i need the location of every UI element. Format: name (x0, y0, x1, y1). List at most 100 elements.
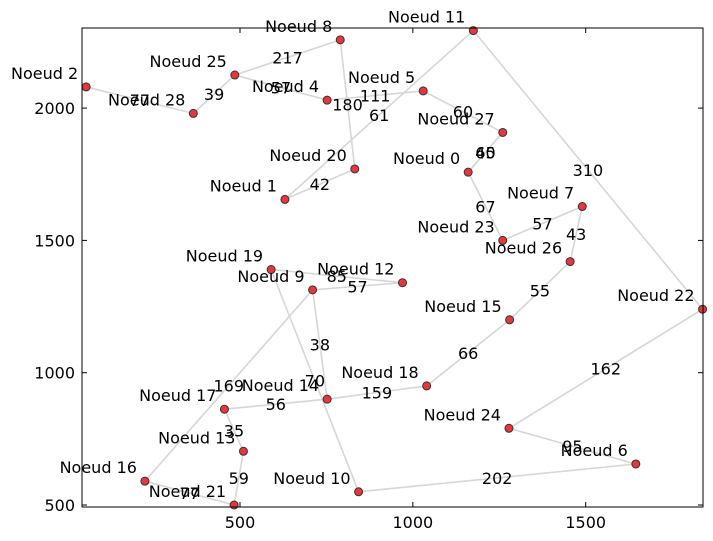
node-label-n10: Noeud 10 (273, 469, 350, 488)
edge-n23-n7 (502, 205, 583, 242)
node-point-n21 (229, 500, 239, 510)
node-point-n12 (397, 278, 407, 288)
node-point-n27 (498, 127, 508, 137)
node-point-n5 (418, 86, 428, 96)
node-label-n26: Noeud 26 (485, 239, 562, 258)
node-label-n17: Noeud 17 (139, 386, 216, 405)
edge-weight-label: 111 (360, 87, 391, 106)
node-label-n16: Noeud 16 (60, 458, 137, 477)
edge-weight-label: 85 (327, 267, 347, 286)
edge-weight-label: 57 (532, 214, 552, 233)
node-point-n24 (504, 423, 514, 433)
edge-weight-label: 77 (179, 484, 199, 503)
edge-layer (85, 29, 704, 506)
node-point-n7 (577, 202, 587, 212)
edge-weight-label: 66 (458, 344, 478, 363)
edge-weight-label: 159 (362, 384, 393, 403)
edge-weight-label: 38 (310, 336, 330, 355)
edge-weight-label: 55 (530, 282, 550, 301)
node-point-n28 (188, 108, 198, 118)
node-label-n20: Noeud 20 (269, 146, 346, 165)
node-label-n1: Noeud 1 (210, 176, 277, 195)
edge-weight-label: 202 (482, 469, 513, 488)
edge-n27-n0 (467, 131, 504, 173)
node-label-n12: Noeud 12 (317, 260, 394, 279)
node-label-n5: Noeud 5 (348, 68, 415, 87)
axes-layer: 500 1000 1500 500 1000 1500 2000 (34, 28, 703, 532)
node-label-n25: Noeud 25 (149, 52, 226, 71)
node-label-n18: Noeud 18 (341, 363, 418, 382)
edge-weight-label: 60 (475, 143, 495, 162)
node-label-n11: Noeud 11 (388, 8, 465, 27)
edge-weight-label: 35 (224, 421, 244, 440)
edge-n9-n16 (144, 289, 314, 482)
node-point-n23 (498, 235, 508, 245)
edge-n14-n17 (224, 398, 328, 411)
edge-weight-label: 43 (566, 225, 586, 244)
edge-weight-label: 56 (266, 395, 286, 414)
edge-n16-n21 (144, 480, 235, 506)
node-label-n2: Noeud 2 (11, 64, 78, 83)
node-point-n26 (565, 257, 575, 267)
y-tick-label: 1000 (34, 364, 75, 383)
node-layer (81, 26, 708, 510)
edge-weight-label: 310 (573, 161, 604, 180)
y-tick-label: 1500 (34, 231, 75, 250)
edge-n0-n23 (467, 171, 504, 241)
node-label-n0: Noeud 0 (393, 149, 460, 168)
node-point-n4 (322, 95, 332, 105)
node-point-n17 (219, 404, 229, 414)
edge-n9-n12 (312, 281, 403, 291)
node-point-n13 (238, 446, 248, 456)
node-point-n8 (335, 35, 345, 45)
node-point-n25 (230, 70, 240, 80)
node-point-n0 (463, 167, 473, 177)
edge-weight-label: 42 (310, 175, 330, 194)
edge-n7-n26 (569, 206, 584, 262)
edge-weight-label: 60 (453, 103, 473, 122)
edge-weight-label: 77 (130, 91, 150, 110)
edge-weight-label: 61 (369, 106, 389, 125)
edge-n19-n10 (270, 269, 360, 493)
edge-weight-label: 70 (305, 372, 325, 391)
edge-weight-label: 67 (475, 197, 495, 216)
edge-n2-n28 (85, 86, 194, 115)
edge-n5-n27 (422, 90, 504, 134)
edge-n15-n18 (426, 319, 511, 387)
edge-weight-label: 59 (229, 469, 249, 488)
edge-label-layer: 77 39217111180613104567574355661598557701… (130, 48, 621, 503)
node-point-n16 (140, 476, 150, 486)
node-point-n15 (505, 315, 515, 325)
node-label-n8: Noeud 8 (265, 17, 332, 36)
x-tick-label: 1000 (392, 513, 433, 532)
node-label-n6: Noeud 6 (561, 441, 628, 460)
plot-frame (81, 27, 704, 508)
node-point-n14 (322, 394, 332, 404)
node-label-n21: Noeud 21 (149, 482, 226, 501)
edge-weight-label: 169 (213, 377, 244, 396)
edge-weight-label: 57 (347, 277, 367, 296)
y-tick-label: 500 (44, 496, 75, 515)
edge-n28-n25 (192, 74, 236, 114)
node-label-layer: Noeud 0 Noeud 1 Noeud 2 Noeud 4 Noeud 5 Noeud… (11, 8, 695, 501)
edge-n26-n15 (509, 260, 571, 321)
edge-weight-label: 95 (562, 437, 582, 456)
edge-n9-n14 (311, 289, 328, 400)
edge-n22-n24 (508, 308, 703, 429)
node-point-n1 (280, 194, 290, 204)
node-label-n28: Noeud 28 (108, 90, 185, 109)
node-label-n19: Noeud 19 (186, 247, 263, 266)
node-point-n9 (308, 285, 318, 295)
node-label-n13: Noeud 13 (158, 428, 235, 447)
y-tick-label: 2000 (34, 99, 75, 118)
node-point-n19 (266, 265, 276, 275)
node-point-n11 (468, 26, 478, 36)
edge-weight-label: 39 (204, 85, 224, 104)
edge-n17-n13 (223, 408, 245, 452)
node-label-n14: Noeud 14 (242, 376, 319, 395)
node-label-n4: Noeud 4 (252, 77, 319, 96)
edge-n4-n5 (327, 90, 424, 101)
edge-n4-n25 (234, 74, 328, 101)
edge-n11-n22 (472, 30, 704, 310)
